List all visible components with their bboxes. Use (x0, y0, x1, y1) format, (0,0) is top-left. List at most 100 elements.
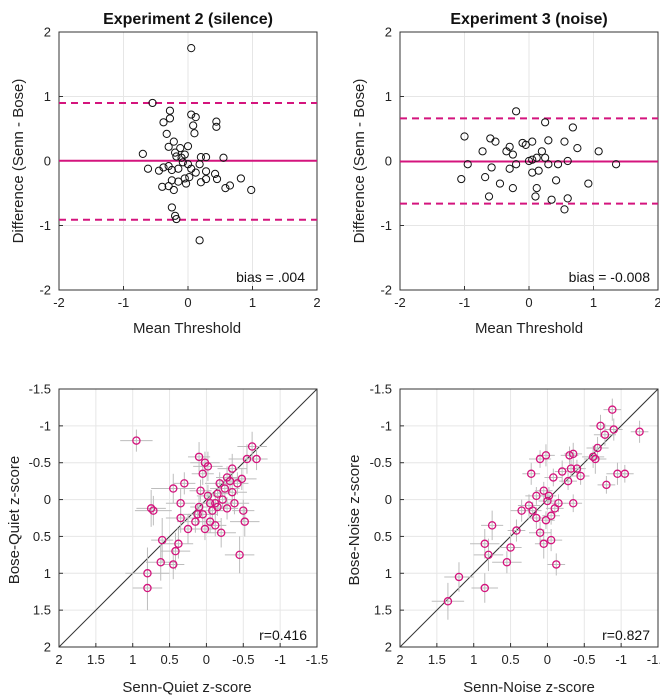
y-tick-label: 0 (44, 154, 51, 169)
correlation-annotation: r=0.827 (602, 627, 650, 643)
data-point (181, 179, 191, 188)
data-point (491, 137, 500, 146)
data-point (212, 174, 222, 184)
x-tick-label: -1.5 (306, 652, 328, 667)
y-tick-label: -1.5 (29, 382, 51, 397)
data-point (541, 118, 550, 127)
data-point (198, 469, 207, 479)
x-tick-label: 2 (313, 295, 320, 310)
x-tick-label: -1.5 (647, 652, 660, 667)
x-tick-label: 1 (590, 295, 597, 310)
data-point (143, 569, 152, 578)
data-point (554, 499, 563, 508)
data-point (203, 491, 213, 501)
x-axis-label: Senn-Quiet z-score (122, 679, 251, 696)
y-tick-label: 1.5 (374, 603, 392, 618)
panel-noise-zscore: 2 1.5 1 0.5 0 -0.5 -1 -1.5 -1.5 -1 -0.5 0 0.5 1 1.5 2 S… (346, 382, 660, 696)
data-point (539, 486, 548, 495)
data-point (171, 546, 180, 556)
data-point (227, 464, 237, 473)
data-point (484, 192, 494, 201)
data-point (242, 454, 252, 464)
plot-area: 2 1.5 1 0.5 0 -0.5 -1 -1.5 -1.5 -1 -0.5 0 0.5 1 1.5 2 (370, 382, 660, 668)
data-point (196, 178, 205, 187)
x-tick-label: 1.5 (428, 652, 446, 667)
data-point (194, 452, 204, 462)
data-point (210, 169, 220, 178)
y-tick-label: 2 (385, 25, 392, 40)
x-tick-label: 0.5 (502, 652, 520, 667)
bias-annotation: bias = -0.008 (569, 269, 651, 285)
data-point (568, 123, 577, 132)
data-point (443, 597, 453, 606)
data-point (487, 163, 496, 172)
data-point (167, 165, 176, 175)
data-point (169, 137, 178, 146)
y-tick-label: -1 (39, 418, 51, 433)
data-point (158, 182, 167, 191)
y-axis-label: Bose-Quiet z-score (6, 456, 23, 584)
data-point (524, 156, 534, 166)
data-point (566, 464, 576, 473)
data-point (506, 543, 515, 552)
data-point (219, 153, 228, 162)
x-tick-label: 0 (203, 652, 210, 667)
data-point (165, 114, 175, 123)
data-point (191, 517, 200, 526)
data-point (221, 183, 230, 193)
x-tick-label: 0 (525, 295, 532, 310)
data-point (546, 535, 556, 545)
data-point (201, 174, 211, 184)
data-point (201, 167, 211, 176)
data-point (236, 174, 245, 183)
y-tick-label: -1 (380, 218, 392, 233)
data-point (602, 480, 611, 490)
data-point (189, 121, 198, 130)
y-tick-label: 0 (385, 154, 392, 169)
data-point (593, 443, 602, 453)
data-point (222, 504, 232, 513)
y-tick-label: 1.5 (33, 603, 51, 618)
x-tick-label: 0.5 (161, 652, 179, 667)
data-point (174, 539, 183, 549)
data-point (535, 528, 545, 537)
data-point (541, 515, 551, 525)
data-point (185, 173, 194, 182)
data-point (216, 528, 226, 537)
x-tick-label: -1 (118, 295, 130, 310)
data-point (211, 521, 220, 530)
data-point (547, 195, 556, 204)
panel-title: Experiment 2 (silence) (103, 11, 273, 28)
data-point (220, 484, 230, 493)
data-point (457, 174, 466, 184)
data-point (480, 539, 490, 549)
data-point (560, 205, 569, 214)
data-point (552, 560, 561, 569)
x-tick-label: -1 (615, 652, 627, 667)
data-point (165, 106, 175, 115)
data-point (247, 442, 257, 451)
data-point (237, 474, 247, 484)
data-point (568, 449, 578, 459)
data-point (167, 203, 176, 212)
data-point (146, 504, 156, 513)
data-point (544, 136, 553, 145)
data-point (537, 147, 547, 156)
data-point (505, 164, 514, 173)
data-point (502, 557, 512, 567)
data-point (557, 467, 567, 476)
x-tick-label: 1.5 (87, 652, 105, 667)
data-point (528, 168, 537, 177)
data-point (225, 181, 235, 190)
data-point (454, 572, 464, 582)
y-tick-label: 2 (44, 25, 51, 40)
data-point (138, 149, 147, 159)
data-point (154, 166, 164, 175)
y-tick-label: -0.5 (370, 455, 392, 470)
y-axis-label: Difference (Senn - Bose) (351, 79, 368, 244)
x-tick-label: -0.5 (573, 652, 595, 667)
data-point (635, 427, 644, 437)
x-tick-label: 1 (470, 652, 477, 667)
data-point (156, 557, 165, 567)
data-point (528, 506, 537, 515)
